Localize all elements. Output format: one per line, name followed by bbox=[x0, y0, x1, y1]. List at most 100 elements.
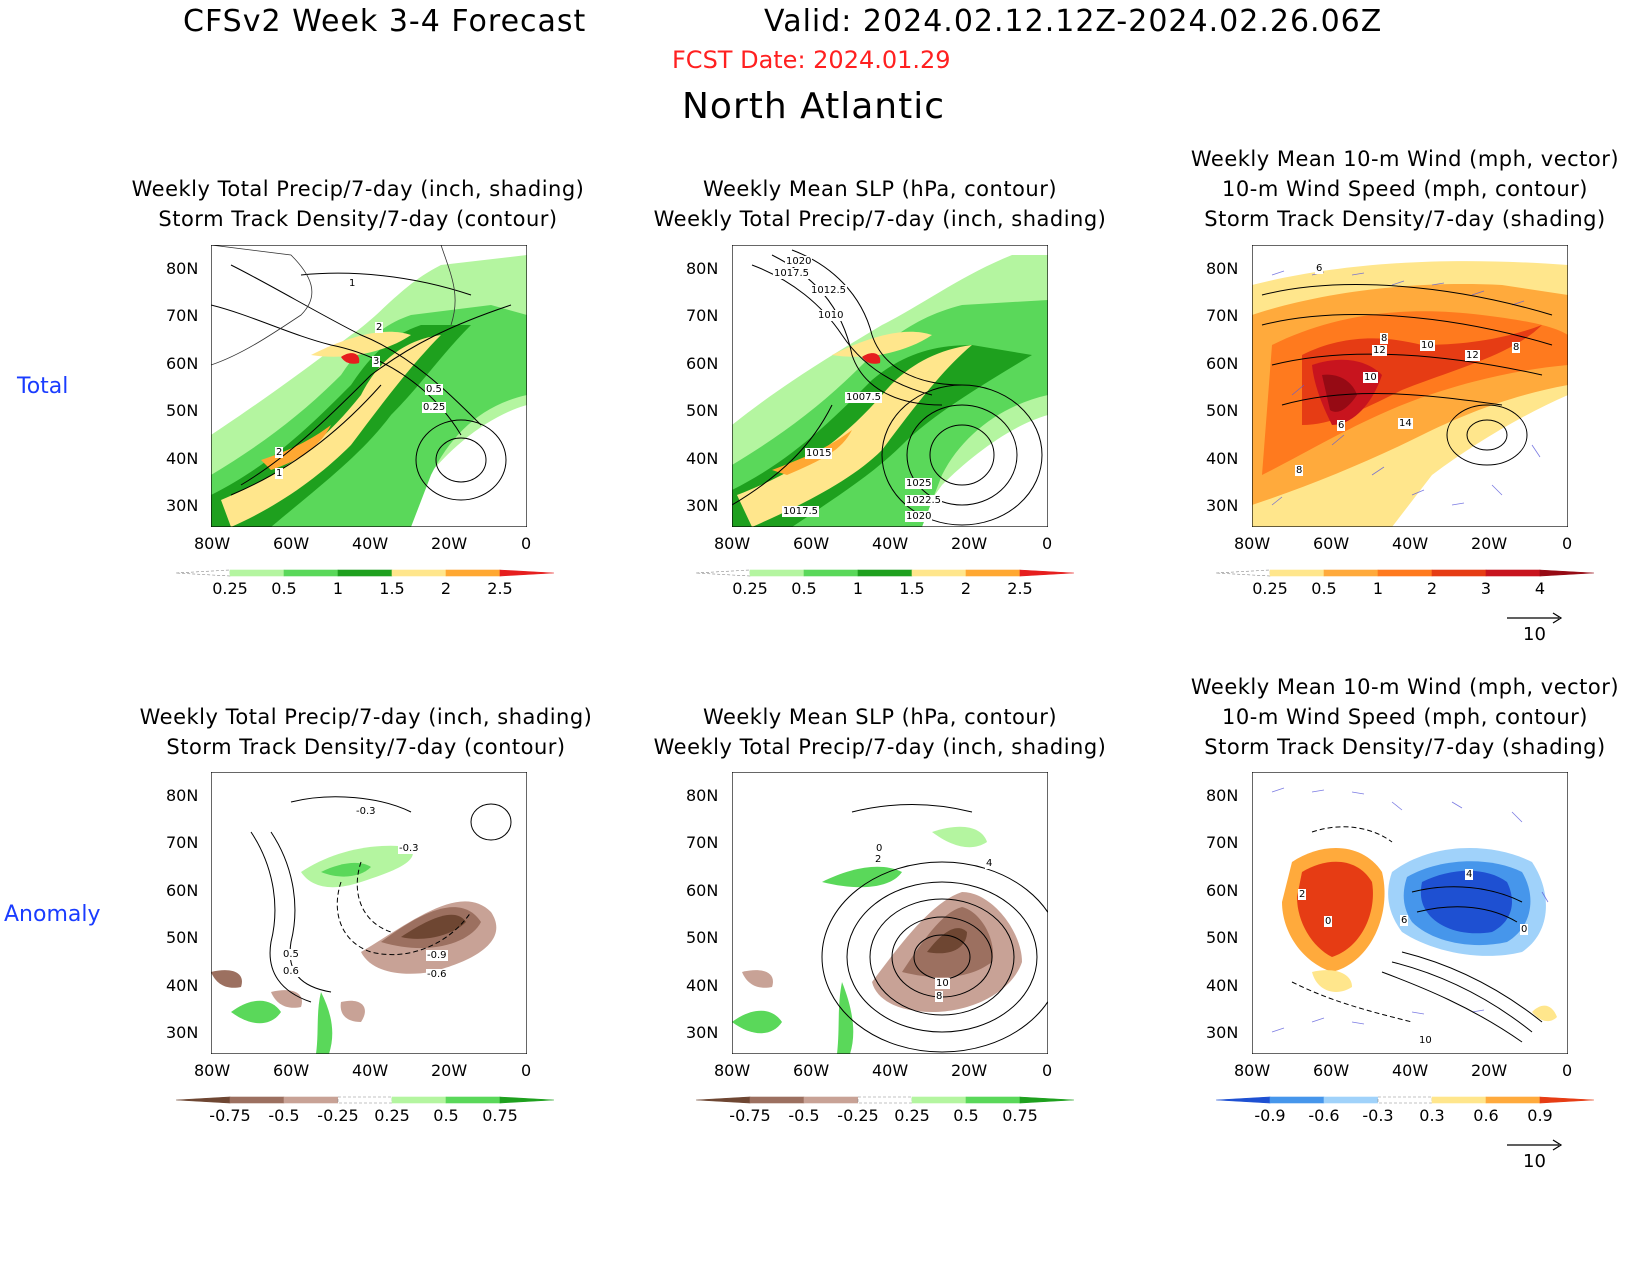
colorbar-tick-label: -0.6 bbox=[1308, 1106, 1339, 1125]
lon-tick: 0 bbox=[1562, 1061, 1573, 1080]
panel-title-line: 10-m Wind Speed (mph, contour) bbox=[1222, 705, 1588, 729]
contour-label: 2 bbox=[874, 854, 883, 865]
colorbar-tick-label: 0.5 bbox=[433, 1106, 458, 1125]
lon-tick: 40W bbox=[1392, 534, 1429, 553]
contour-label: 0.25 bbox=[422, 402, 447, 413]
contour-label: 3 bbox=[372, 356, 381, 367]
contour-label: 14 bbox=[1398, 418, 1413, 429]
map-slp-anom bbox=[732, 772, 1048, 1054]
panel-title-line: Storm Track Density/7-day (contour) bbox=[166, 735, 566, 759]
colorbar-tick-label: 1.5 bbox=[899, 579, 924, 598]
colorbar-tick-label: -0.75 bbox=[209, 1106, 250, 1125]
colorbar-tick-label: 1 bbox=[333, 579, 343, 598]
colorbar-swatch bbox=[175, 569, 231, 577]
lat-tick: 50N bbox=[166, 401, 199, 420]
colorbar-tick-label: 1.5 bbox=[379, 579, 404, 598]
colorbar-swatch bbox=[175, 1096, 231, 1104]
colorbar-swatch bbox=[1323, 1096, 1379, 1104]
lat-tick: 60N bbox=[686, 354, 719, 373]
contour-label: 1007.5 bbox=[845, 392, 882, 403]
panel-title-line: Storm Track Density/7-day (contour) bbox=[158, 207, 558, 231]
colorbar-swatch bbox=[695, 569, 751, 577]
contour-label: 2 bbox=[1298, 889, 1307, 900]
contour-label: 8 bbox=[1295, 465, 1304, 476]
contour-label: 2 bbox=[275, 447, 284, 458]
vector-ref-label: 10 bbox=[1523, 624, 1546, 645]
contour-label: 1 bbox=[275, 468, 284, 479]
contour-label: 1022.5 bbox=[905, 495, 942, 506]
colorbar-swatch bbox=[1539, 1096, 1595, 1104]
colorbar-swatch bbox=[1431, 1096, 1487, 1104]
panel-title-line: Weekly Mean 10-m Wind (mph, vector) bbox=[1190, 147, 1620, 171]
colorbar-swatch bbox=[1019, 569, 1075, 577]
colorbar-swatch bbox=[965, 569, 1021, 577]
colorbar-tick-label: 1 bbox=[853, 579, 863, 598]
contour-label: 0 bbox=[1324, 916, 1333, 927]
lat-tick: 30N bbox=[166, 1023, 199, 1042]
contour-label: 0.5 bbox=[282, 949, 300, 960]
map-wind-total bbox=[1252, 245, 1568, 527]
lat-tick: 70N bbox=[166, 306, 199, 325]
lat-tick: 40N bbox=[166, 976, 199, 995]
contour-label: 10 bbox=[1420, 340, 1435, 351]
colorbar-tick-label: 0.25 bbox=[1252, 579, 1288, 598]
colorbar-swatch bbox=[337, 569, 393, 577]
chart-title: CFSv2 Week 3-4 Forecast bbox=[183, 4, 587, 39]
colorbar-tick-label: 0.75 bbox=[1002, 1106, 1038, 1125]
lon-tick: 20W bbox=[1471, 534, 1508, 553]
lat-tick: 60N bbox=[1206, 354, 1239, 373]
lat-tick: 80N bbox=[686, 259, 719, 278]
colorbar-tick-label: 2 bbox=[961, 579, 971, 598]
colorbar-swatch bbox=[1215, 1096, 1271, 1104]
colorbar-swatch bbox=[749, 1096, 805, 1104]
contour-label: 1017.5 bbox=[773, 268, 810, 279]
lon-tick: 60W bbox=[273, 534, 310, 553]
lon-tick: 40W bbox=[352, 534, 389, 553]
contour-label: 1010 bbox=[817, 310, 845, 321]
lat-tick: 40N bbox=[686, 976, 719, 995]
colorbar-tick-label: 0.5 bbox=[953, 1106, 978, 1125]
panel-title-line: Weekly Mean SLP (hPa, contour) bbox=[702, 177, 1058, 201]
contour-label: 1 bbox=[348, 278, 357, 289]
colorbar-tick-label: 0.9 bbox=[1527, 1106, 1552, 1125]
panel-title-precip-anom: Weekly Total Precip/7-day (inch, shading… bbox=[100, 702, 632, 762]
lon-tick: 80W bbox=[714, 1061, 751, 1080]
panel-title-line: Storm Track Density/7-day (shading) bbox=[1204, 735, 1606, 759]
colorbar-precip-total: 0.25 0.5 1 1.5 2 2.5 bbox=[175, 569, 555, 598]
colorbar-swatch bbox=[283, 569, 339, 577]
colorbar-precip-total-2: 0.25 0.5 1 1.5 2 2.5 bbox=[695, 569, 1075, 598]
lon-tick: 80W bbox=[714, 534, 751, 553]
colorbar-swatch bbox=[337, 1096, 393, 1104]
lon-tick: 40W bbox=[872, 534, 909, 553]
colorbar-tick-label: 0.25 bbox=[732, 579, 768, 598]
panel-title-precip-total: Weekly Total Precip/7-day (inch, shading… bbox=[92, 174, 624, 234]
lon-tick: 40W bbox=[1392, 1061, 1429, 1080]
row-label-total: Total bbox=[17, 374, 69, 399]
contour-label: 12 bbox=[1465, 350, 1480, 361]
lon-tick: 40W bbox=[352, 1061, 389, 1080]
contour-label: 10 bbox=[1418, 1035, 1433, 1046]
colorbar-swatch bbox=[749, 569, 805, 577]
panel-title-line: Weekly Mean SLP (hPa, contour) bbox=[702, 705, 1058, 729]
lat-tick: 70N bbox=[166, 833, 199, 852]
colorbar-swatch bbox=[1485, 569, 1541, 577]
lon-tick: 20W bbox=[1471, 1061, 1508, 1080]
lat-tick: 30N bbox=[1206, 496, 1239, 515]
contour-label: 12 bbox=[1372, 345, 1387, 356]
colorbar-tick-label: -0.75 bbox=[729, 1106, 770, 1125]
lat-tick: 80N bbox=[686, 786, 719, 805]
lat-tick: 30N bbox=[686, 1023, 719, 1042]
contour-label: -0.3 bbox=[355, 806, 377, 817]
colorbar-swatch bbox=[391, 569, 447, 577]
colorbar-swatch bbox=[911, 1096, 967, 1104]
lon-tick: 60W bbox=[793, 1061, 830, 1080]
colorbar-swatch bbox=[695, 1096, 751, 1104]
colorbar-tick-label: -0.3 bbox=[1362, 1106, 1393, 1125]
lat-tick: 80N bbox=[1206, 786, 1239, 805]
lon-tick: 0 bbox=[1562, 534, 1573, 553]
colorbar-tick-label: 4 bbox=[1535, 579, 1545, 598]
lon-tick: 20W bbox=[431, 1061, 468, 1080]
vector-ref-label: 10 bbox=[1523, 1151, 1546, 1172]
colorbar-tick-label: 0.3 bbox=[1419, 1106, 1444, 1125]
colorbar-swatch bbox=[803, 569, 859, 577]
